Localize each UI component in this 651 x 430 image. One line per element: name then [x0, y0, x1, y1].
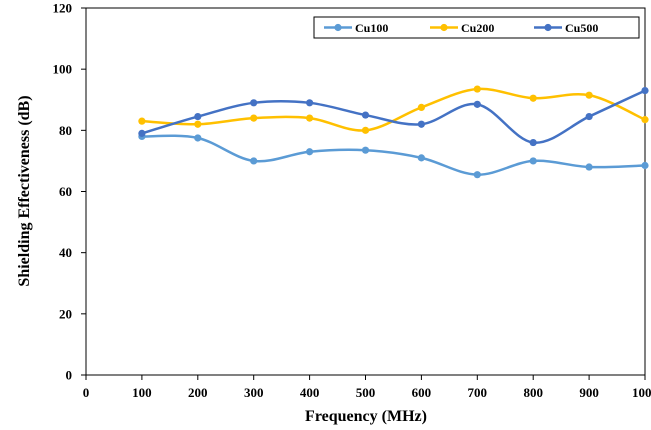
x-tick-label: 500 [356, 385, 376, 400]
y-tick-label: 60 [59, 184, 72, 199]
data-point [417, 120, 425, 128]
y-tick-label: 0 [66, 368, 73, 383]
legend-box [313, 16, 640, 39]
x-tick-label: 100 [132, 385, 152, 400]
data-point [417, 103, 425, 111]
x-tick-label: 0 [83, 385, 90, 400]
series-line [141, 87, 646, 132]
data-point [641, 116, 649, 124]
legend-label: Cu200 [461, 21, 494, 35]
x-tick-label: 900 [579, 385, 599, 400]
data-point [138, 129, 146, 137]
data-point [473, 171, 481, 179]
y-tick-label: 80 [59, 123, 72, 138]
data-point [529, 94, 537, 102]
y-axis-title: Shielding Effectiveness (dB) [16, 95, 33, 286]
y-tick-label: 100 [53, 62, 73, 77]
y-tick-label: 40 [59, 245, 72, 260]
series-line [141, 134, 646, 176]
data-point [529, 138, 537, 147]
x-tick-label: 600 [412, 385, 432, 400]
data-point [250, 99, 258, 107]
series-cu500 [138, 86, 649, 147]
x-axis-title: Frequency (MHz) [305, 408, 427, 425]
data-point [250, 114, 258, 122]
series-line [141, 89, 646, 144]
legend-label: Cu500 [565, 21, 598, 35]
data-point [641, 86, 649, 95]
legend: Cu100 Cu200 Cu500 [313, 16, 640, 39]
data-point [585, 91, 593, 99]
data-point [585, 112, 593, 121]
data-point [473, 85, 481, 93]
data-point [529, 157, 537, 165]
legend-swatch-marker [440, 23, 448, 32]
data-point [417, 154, 425, 162]
legend-swatch-marker [334, 23, 342, 32]
data-point [306, 114, 314, 122]
plot-area [85, 7, 646, 376]
y-tick-label: 120 [53, 1, 73, 16]
x-tick-label: 300 [244, 385, 264, 400]
x-tick-label: 700 [468, 385, 488, 400]
data-point [361, 111, 370, 119]
data-point [250, 157, 258, 165]
x-tick-label: 200 [188, 385, 208, 400]
data-point [641, 161, 649, 170]
x-tick-label: 1000 [632, 385, 651, 400]
data-point [306, 99, 314, 107]
data-point [361, 126, 370, 134]
data-point [194, 134, 202, 142]
data-point [306, 148, 314, 156]
x-tick-label: 800 [523, 385, 543, 400]
data-point [473, 100, 481, 108]
legend-label: Cu100 [355, 21, 388, 35]
data-point [361, 146, 370, 154]
data-point [138, 117, 146, 125]
legend-swatch-marker [544, 23, 552, 32]
data-point [585, 163, 593, 171]
x-tick-label: 400 [300, 385, 320, 400]
y-tick-label: 20 [59, 306, 72, 321]
data-point [194, 112, 202, 121]
series-cu100 [138, 132, 649, 179]
data-point [194, 120, 202, 128]
